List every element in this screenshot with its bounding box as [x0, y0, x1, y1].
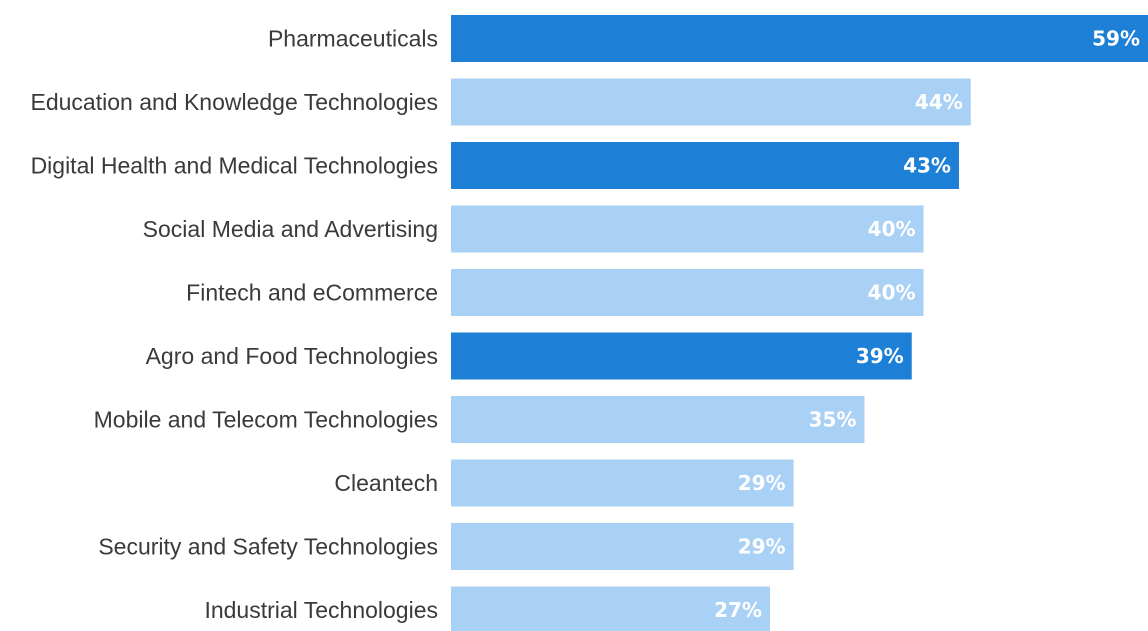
category-label: Cleantech: [334, 470, 438, 496]
bar: [451, 332, 912, 380]
bar: [451, 15, 1148, 62]
value-label: 40%: [868, 217, 916, 241]
bar: [451, 396, 865, 443]
bar: [451, 523, 794, 570]
value-label: 44%: [915, 90, 963, 114]
value-label: 39%: [856, 344, 904, 368]
value-label: 27%: [714, 598, 762, 622]
bar: [451, 459, 794, 507]
value-label: 29%: [738, 535, 786, 559]
category-label: Digital Health and Medical Technologies: [31, 153, 438, 179]
bar: [451, 586, 770, 631]
bar: [451, 205, 924, 253]
category-label: Industrial Technologies: [204, 597, 438, 623]
category-label: Mobile and Telecom Technologies: [94, 407, 438, 433]
category-label: Fintech and eCommerce: [186, 280, 438, 306]
bar: [451, 269, 924, 316]
category-label: Security and Safety Technologies: [98, 534, 438, 560]
category-label: Social Media and Advertising: [143, 216, 438, 242]
value-label: 59%: [1092, 27, 1140, 51]
value-label: 29%: [738, 471, 786, 495]
bar: [451, 78, 971, 126]
value-label: 35%: [809, 408, 857, 432]
value-label: 40%: [868, 281, 916, 305]
category-label: Pharmaceuticals: [268, 26, 438, 52]
bar: [451, 142, 959, 189]
category-label: Agro and Food Technologies: [146, 343, 438, 369]
value-label: 43%: [903, 154, 951, 178]
category-label: Education and Knowledge Technologies: [31, 89, 439, 115]
